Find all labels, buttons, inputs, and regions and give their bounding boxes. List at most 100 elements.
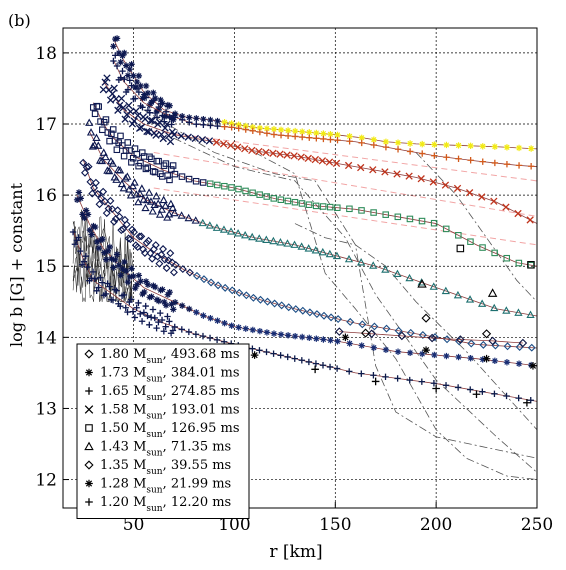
star-marker <box>85 479 93 488</box>
triangle-marker <box>134 197 143 206</box>
x-marker <box>283 151 291 159</box>
star-marker <box>467 142 474 150</box>
plus-marker <box>319 362 327 369</box>
star-marker <box>270 126 278 133</box>
star-marker <box>270 330 278 337</box>
diamond-marker <box>360 328 371 338</box>
plus-marker <box>69 228 77 236</box>
star-marker <box>130 72 137 79</box>
triangle-marker <box>144 188 154 196</box>
plus-marker <box>186 119 193 126</box>
x-tick-label: 250 <box>521 515 553 535</box>
plus-marker <box>137 310 144 318</box>
x-marker <box>84 405 94 414</box>
star-marker <box>151 94 159 102</box>
diamond-marker <box>456 335 465 344</box>
star-marker <box>101 249 108 256</box>
x-marker <box>103 74 111 82</box>
diamond-marker <box>491 341 500 350</box>
triangle-marker <box>212 223 222 231</box>
diamond-marker <box>430 333 439 342</box>
triangle-marker <box>112 175 121 183</box>
x-marker <box>170 131 178 139</box>
pink-guide-lines <box>153 130 538 246</box>
plus-marker <box>171 114 179 121</box>
star-marker <box>124 278 132 286</box>
star-marker <box>527 361 535 369</box>
diamond-marker <box>518 338 528 348</box>
x-marker <box>465 189 474 197</box>
plus-marker <box>75 234 82 241</box>
square-marker <box>142 165 150 173</box>
star-marker <box>228 322 235 329</box>
triangle-marker <box>157 205 166 213</box>
diamond-marker <box>137 232 146 241</box>
square-marker <box>319 203 327 210</box>
x-marker <box>161 124 169 132</box>
diamond-marker <box>82 163 91 172</box>
star-marker <box>221 319 228 327</box>
plus-marker <box>299 133 306 141</box>
x-axis-label: r [km] <box>269 542 322 562</box>
diamond-marker <box>503 342 512 351</box>
plus-marker <box>200 121 207 129</box>
diamond-marker <box>135 232 144 241</box>
square-marker <box>221 182 228 190</box>
star-marker <box>515 360 523 367</box>
square-marker <box>467 238 474 245</box>
x-marker <box>141 115 149 123</box>
plus-marker <box>382 373 389 381</box>
star-marker <box>73 196 81 204</box>
plus-marker <box>467 386 474 393</box>
square-marker <box>99 126 106 134</box>
thin-curve <box>254 152 538 480</box>
triangle-marker <box>311 246 320 254</box>
diamond-marker <box>81 168 89 177</box>
star-marker <box>327 337 334 344</box>
star-marker <box>193 115 200 122</box>
plus-marker <box>71 241 79 248</box>
diamond-marker <box>84 349 94 359</box>
star-marker <box>341 333 350 342</box>
plus-marker <box>80 258 88 265</box>
series-line <box>82 159 538 349</box>
triangle-marker <box>325 249 334 258</box>
diamond-marker <box>479 340 488 349</box>
x-marker <box>177 132 185 140</box>
square-marker <box>358 207 365 214</box>
legend-entry-label: 1.80 Msun, 493.68 ms <box>100 347 240 366</box>
plus-marker <box>142 302 149 310</box>
plus-marker <box>82 252 89 260</box>
plus-marker <box>313 135 320 142</box>
star-marker <box>126 273 133 281</box>
diamond-marker <box>133 243 142 251</box>
triangle-marker <box>101 152 110 161</box>
diamond-marker <box>159 245 168 253</box>
diamond-marker <box>106 196 115 205</box>
triangle-marker <box>135 189 145 197</box>
plus-marker <box>155 103 163 111</box>
star-marker <box>346 340 353 347</box>
x-marker <box>276 150 284 158</box>
square-marker <box>418 217 426 225</box>
square-marker <box>108 130 115 138</box>
star-marker <box>115 49 123 57</box>
square-marker <box>171 170 179 178</box>
plus-marker <box>91 275 99 283</box>
star-marker <box>85 368 93 377</box>
plus-marker <box>179 116 186 124</box>
x-marker <box>116 101 124 110</box>
diamond-marker <box>130 228 138 237</box>
plus-marker <box>162 108 170 116</box>
diamond-marker <box>79 158 88 167</box>
star-marker <box>106 243 113 251</box>
x-marker <box>226 141 235 150</box>
plus-marker <box>113 287 120 294</box>
diamond-marker <box>263 297 272 306</box>
star-marker <box>313 335 320 342</box>
star-marker <box>166 102 173 109</box>
star-marker <box>137 278 144 285</box>
x-marker <box>526 216 534 224</box>
plus-marker <box>151 314 158 322</box>
star-marker <box>110 264 117 271</box>
